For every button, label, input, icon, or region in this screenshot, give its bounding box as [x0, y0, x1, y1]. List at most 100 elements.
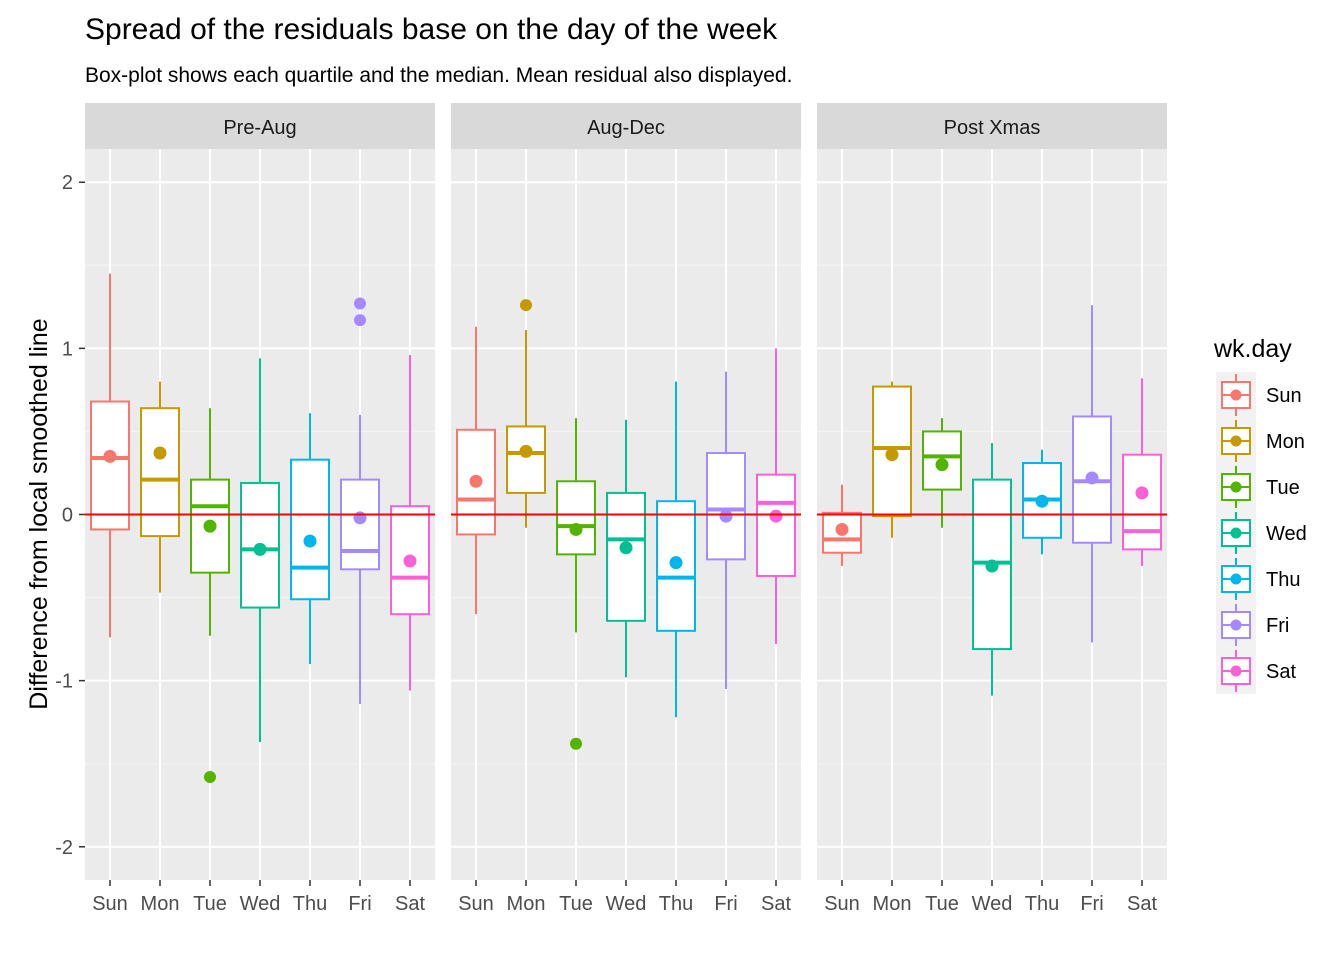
mean-point	[619, 541, 633, 555]
box-body	[556, 480, 596, 556]
box-wed	[240, 358, 280, 743]
x-tick-label: Wed	[972, 893, 1013, 915]
box-thu	[656, 381, 696, 718]
y-tick-label: -1	[55, 671, 73, 693]
box-body	[340, 478, 380, 571]
legend-key-thu: Thu	[1216, 556, 1300, 602]
mean-point	[153, 446, 167, 460]
box-body	[290, 458, 330, 601]
x-tick-label: Sun	[824, 893, 860, 915]
legend-key-point	[1230, 527, 1242, 539]
x-tick-label: Thu	[1025, 893, 1059, 915]
box-sun	[456, 326, 496, 615]
x-tick-label: Fri	[348, 893, 371, 915]
box-body	[756, 473, 796, 577]
legend-label: Sat	[1266, 661, 1296, 683]
box-body	[706, 452, 746, 561]
box-mon	[872, 381, 912, 538]
x-tick-label: Fri	[714, 893, 737, 915]
box-body	[390, 505, 430, 616]
facet-label: Post Xmas	[944, 117, 1041, 139]
legend-key-point	[1230, 389, 1242, 401]
mean-point	[885, 448, 899, 462]
box-body	[506, 425, 546, 494]
facet-strip	[451, 103, 801, 149]
box-body	[1122, 453, 1162, 551]
legend-key-point	[1230, 665, 1242, 677]
mean-point	[253, 542, 267, 556]
legend-label: Sun	[1266, 385, 1302, 407]
box-tue	[556, 418, 596, 750]
facet-strip	[85, 103, 435, 149]
facet-label: Pre-Aug	[223, 117, 296, 139]
box-tue	[922, 418, 962, 528]
box-mon	[506, 299, 546, 528]
legend: wk.day Sun Mon Tue Wed Thu Fri Sat	[1213, 335, 1307, 694]
x-tick-label: Tue	[193, 893, 227, 915]
legend-key-wed: Wed	[1216, 510, 1307, 556]
mean-point	[719, 509, 733, 523]
mean-point	[769, 509, 783, 523]
box-body	[90, 400, 130, 531]
x-tick-label: Sun	[458, 893, 494, 915]
legend-key-sun: Sun	[1216, 372, 1302, 418]
box-body	[606, 491, 646, 622]
x-tick-label: Wed	[240, 893, 281, 915]
chart-title: Spread of the residuals base on the day …	[85, 13, 778, 46]
x-tick-label: Sat	[395, 893, 425, 915]
legend-key-sat: Sat	[1216, 648, 1296, 694]
box-sun	[90, 273, 130, 638]
x-tick-label: Sun	[92, 893, 128, 915]
box-fri	[1072, 305, 1112, 643]
legend-key-point	[1230, 573, 1242, 585]
box-sat	[756, 348, 796, 645]
outlier-point	[204, 770, 216, 783]
facet-panel: Pre-Aug Sun Mon Tue Wed Thu Fri Sat	[85, 103, 435, 915]
legend-label: Fri	[1266, 615, 1289, 637]
x-tick-label: Mon	[141, 893, 180, 915]
x-tick-label: Fri	[1080, 893, 1103, 915]
facet-panel: Aug-Dec Sun Mon Tue Wed Thu Fri Sat	[451, 103, 801, 915]
y-tick-label: 2	[62, 172, 73, 194]
legend-label: Thu	[1266, 569, 1300, 591]
box-fri	[706, 371, 746, 689]
legend-key-tue: Tue	[1216, 464, 1300, 510]
legend-label: Mon	[1266, 431, 1305, 453]
facet-label: Aug-Dec	[587, 117, 665, 139]
x-tick-label: Mon	[507, 893, 546, 915]
y-tick-label: 1	[62, 338, 73, 360]
box-wed	[972, 443, 1012, 696]
x-tick-label: Wed	[606, 893, 647, 915]
mean-point	[303, 534, 317, 548]
x-tick-label: Thu	[659, 893, 693, 915]
legend-title: wk.day	[1213, 335, 1292, 363]
mean-point	[1135, 486, 1149, 500]
mean-point	[103, 449, 117, 463]
box-thu	[290, 413, 330, 665]
legend-key-point	[1230, 619, 1242, 631]
box-body	[140, 407, 180, 538]
legend-key-mon: Mon	[1216, 418, 1305, 464]
legend-key-point	[1230, 481, 1242, 493]
outlier-point	[354, 297, 366, 310]
box-thu	[1022, 449, 1062, 555]
mean-point	[469, 474, 483, 488]
mean-point	[985, 559, 999, 573]
x-tick-label: Mon	[873, 893, 912, 915]
mean-point	[403, 554, 417, 568]
facet-strip	[817, 103, 1167, 149]
x-tick-label: Tue	[559, 893, 593, 915]
y-tick-label: 0	[62, 505, 73, 527]
x-tick-label: Sat	[1127, 893, 1157, 915]
x-tick-label: Tue	[925, 893, 959, 915]
x-tick-label: Thu	[293, 893, 327, 915]
mean-point	[353, 511, 367, 525]
legend-key-fri: Fri	[1216, 602, 1289, 648]
legend-key-point	[1230, 435, 1242, 447]
x-tick-label: Sat	[761, 893, 791, 915]
outlier-point	[570, 737, 582, 750]
outlier-point	[354, 314, 366, 327]
mean-point	[935, 458, 949, 472]
y-axis-title: Difference from local smoothed line	[25, 318, 53, 709]
